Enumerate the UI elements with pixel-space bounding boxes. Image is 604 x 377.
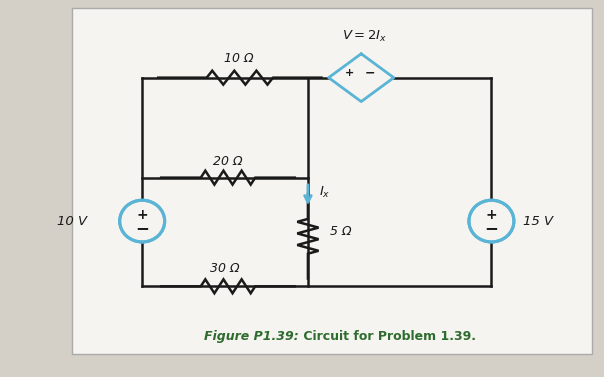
Text: Figure P1.39:: Figure P1.39: bbox=[204, 330, 299, 343]
Text: +: + bbox=[137, 208, 148, 222]
Text: $I_x$: $I_x$ bbox=[318, 185, 330, 201]
Text: 10 Ω: 10 Ω bbox=[223, 52, 253, 66]
Text: 20 Ω: 20 Ω bbox=[213, 155, 243, 168]
Text: $V = 2I_x$: $V = 2I_x$ bbox=[341, 29, 387, 44]
Text: 10 V: 10 V bbox=[57, 215, 87, 228]
Text: +: + bbox=[486, 208, 497, 222]
Text: 30 Ω: 30 Ω bbox=[210, 262, 240, 276]
Text: −: − bbox=[365, 67, 375, 80]
Text: −: − bbox=[135, 219, 149, 237]
Text: 5 Ω: 5 Ω bbox=[330, 225, 352, 239]
Text: −: − bbox=[484, 219, 498, 237]
Text: 15 V: 15 V bbox=[523, 215, 553, 228]
Text: Circuit for Problem 1.39.: Circuit for Problem 1.39. bbox=[299, 330, 476, 343]
Text: +: + bbox=[345, 68, 354, 78]
Ellipse shape bbox=[120, 200, 165, 242]
Ellipse shape bbox=[469, 200, 514, 242]
